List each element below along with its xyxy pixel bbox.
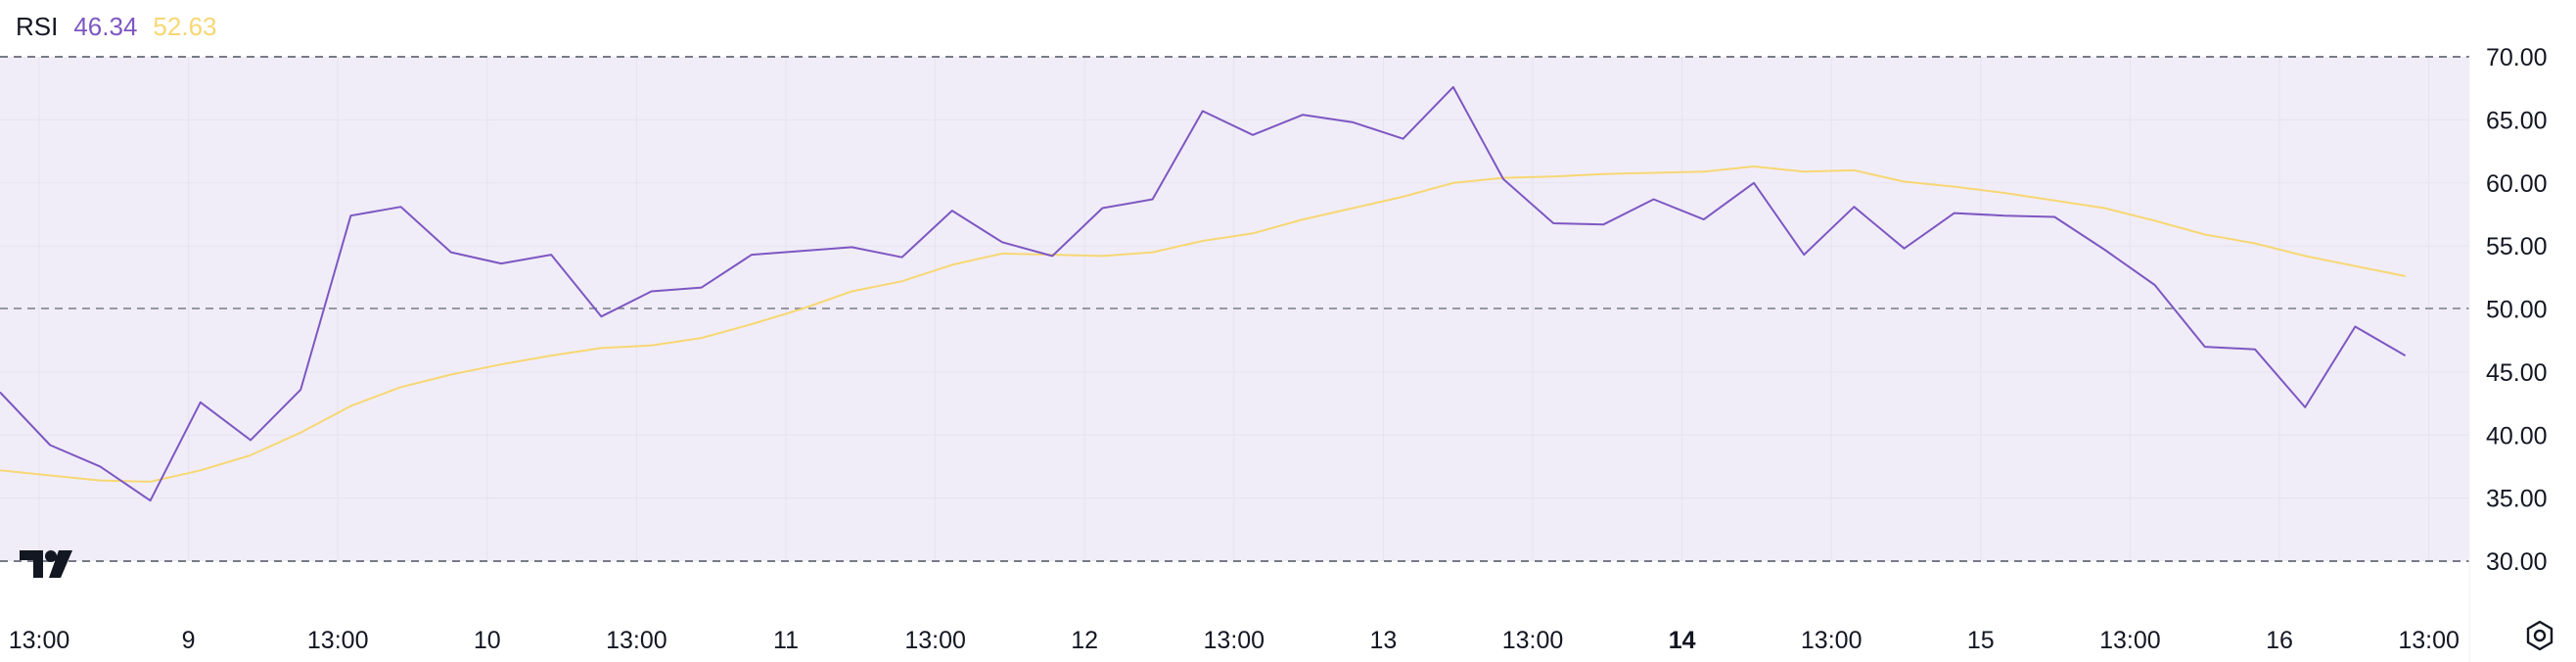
x-tick-label: 16	[2266, 627, 2293, 654]
y-tick-label: 30.00	[2486, 548, 2548, 576]
y-tick-label: 65.00	[2486, 107, 2548, 134]
rsi-value: 46.34	[73, 12, 138, 41]
indicator-name: RSI	[16, 12, 59, 41]
x-tick-label: 13:00	[1502, 627, 1564, 654]
y-tick-label: 60.00	[2486, 170, 2548, 198]
x-tick-label: 13:00	[2099, 627, 2161, 654]
x-tick-label: 13:00	[1204, 627, 1265, 654]
x-tick-label: 13:00	[307, 627, 369, 654]
y-tick-label: 70.00	[2486, 44, 2548, 71]
x-tick-label: 13:00	[1801, 627, 1863, 654]
y-axis[interactable]: 70.00 65.00 60.00 55.00 50.00 45.00 40.00 35.00…	[2486, 44, 2548, 576]
indicator-legend[interactable]: RSI 46.34 52.63	[16, 12, 217, 42]
rsi-series-line	[0, 85, 2407, 502]
series-layer	[0, 85, 2407, 502]
x-tick-label: 12	[1071, 627, 1098, 654]
x-tick-label: 10	[474, 627, 501, 654]
settings-gear-icon[interactable]	[2523, 619, 2556, 657]
x-tick-label: 9	[182, 627, 196, 654]
horizontal-gridlines	[0, 118, 2469, 499]
y-tick-label: 35.00	[2486, 486, 2548, 513]
x-tick-label: 14	[1669, 627, 1696, 654]
rsi-ma-series-line	[0, 166, 2406, 483]
x-tick-label: 13	[1369, 627, 1397, 654]
x-axis[interactable]: 13:00 9 13:00 10 13:00 11 13:00 12 13:00 13 13:00 1…	[9, 627, 2460, 654]
y-tick-label: 45.00	[2486, 359, 2548, 387]
y-tick-label: 50.00	[2486, 297, 2548, 324]
x-tick-label: 13:00	[2398, 627, 2460, 654]
x-tick-label: 13:00	[904, 627, 966, 654]
y-tick-label: 40.00	[2486, 422, 2548, 449]
x-tick-label: 13:00	[606, 627, 667, 654]
x-tick-label: 13:00	[9, 627, 70, 654]
y-tick-label: 55.00	[2486, 233, 2548, 260]
x-tick-label: 11	[773, 627, 799, 654]
ma-value: 52.63	[153, 12, 217, 41]
tradingview-logo-icon[interactable]	[20, 548, 82, 585]
x-tick-label: 15	[1967, 627, 1995, 654]
